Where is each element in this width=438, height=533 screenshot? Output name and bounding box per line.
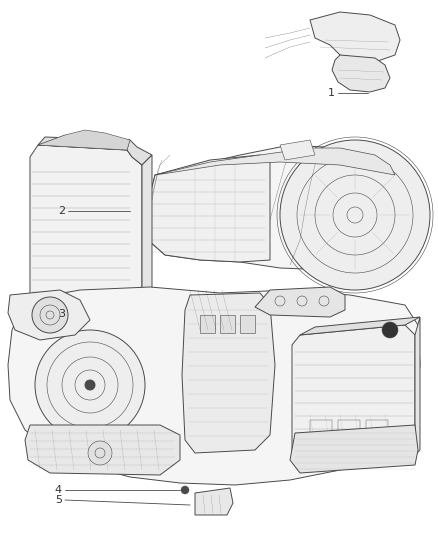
Text: 4: 4 bbox=[55, 485, 62, 495]
Polygon shape bbox=[290, 425, 418, 473]
Polygon shape bbox=[38, 295, 152, 317]
Polygon shape bbox=[38, 130, 130, 150]
Polygon shape bbox=[182, 293, 275, 453]
Polygon shape bbox=[310, 12, 400, 62]
Polygon shape bbox=[145, 145, 400, 270]
Circle shape bbox=[85, 380, 95, 390]
Text: 2: 2 bbox=[58, 206, 65, 216]
Polygon shape bbox=[8, 287, 420, 485]
Polygon shape bbox=[142, 155, 152, 300]
Polygon shape bbox=[280, 140, 315, 160]
Text: 5: 5 bbox=[55, 495, 62, 505]
Polygon shape bbox=[120, 310, 138, 318]
Polygon shape bbox=[220, 315, 235, 333]
Polygon shape bbox=[255, 287, 345, 317]
Circle shape bbox=[32, 297, 68, 333]
Polygon shape bbox=[292, 325, 415, 465]
Polygon shape bbox=[332, 55, 390, 92]
Circle shape bbox=[88, 441, 112, 465]
Text: 3: 3 bbox=[58, 309, 65, 319]
Polygon shape bbox=[145, 155, 270, 262]
Circle shape bbox=[181, 486, 189, 494]
Circle shape bbox=[382, 322, 398, 338]
Polygon shape bbox=[8, 290, 90, 340]
Polygon shape bbox=[200, 315, 215, 333]
Polygon shape bbox=[300, 317, 420, 335]
Polygon shape bbox=[195, 488, 233, 515]
Polygon shape bbox=[38, 135, 130, 150]
Polygon shape bbox=[25, 425, 180, 475]
Polygon shape bbox=[38, 137, 152, 165]
Polygon shape bbox=[30, 145, 142, 315]
Text: 1: 1 bbox=[328, 88, 335, 98]
Polygon shape bbox=[415, 317, 420, 455]
Circle shape bbox=[280, 140, 430, 290]
Polygon shape bbox=[240, 315, 255, 333]
Polygon shape bbox=[155, 148, 395, 175]
Circle shape bbox=[35, 330, 145, 440]
